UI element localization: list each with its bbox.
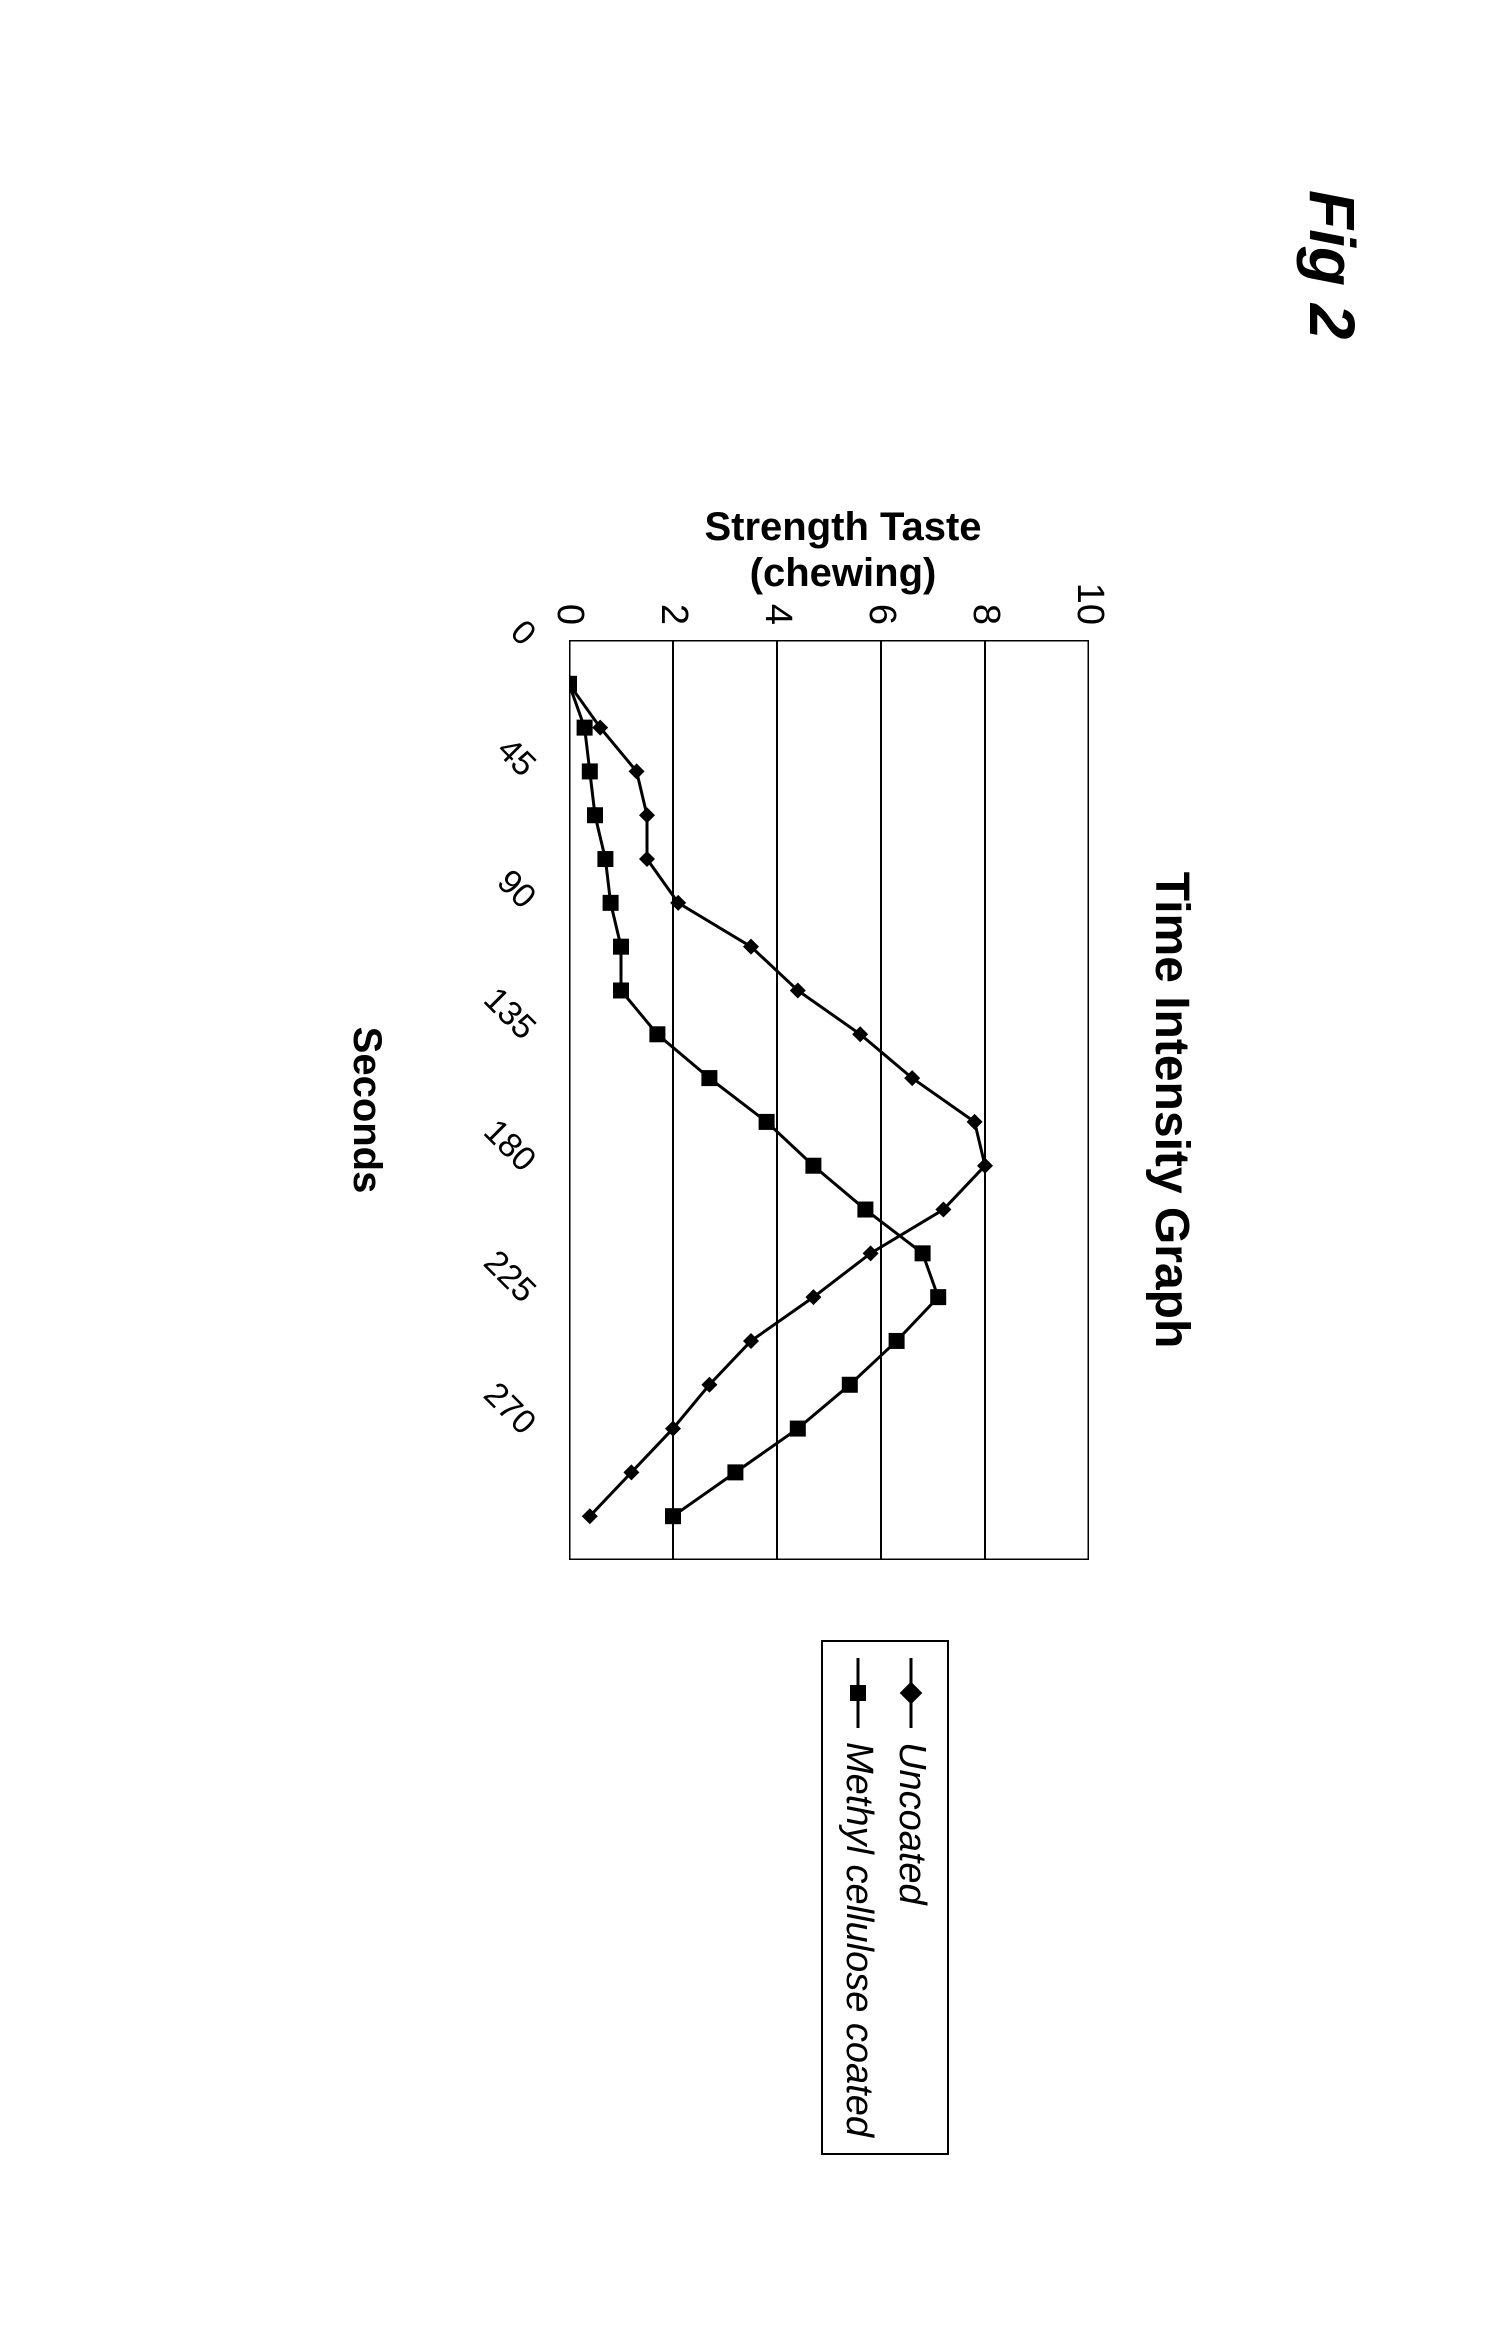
- legend-item-uncoated: Uncoated: [890, 1658, 933, 2137]
- x-tick-label: 270: [445, 1344, 543, 1442]
- x-tick-label: 225: [445, 1213, 543, 1311]
- legend-label: Methyl cellulose coated: [837, 1742, 880, 2137]
- x-tick-label: 90: [445, 818, 543, 916]
- y-tick-label: 10: [1068, 570, 1111, 625]
- legend-sample-square: [847, 1658, 871, 1728]
- figure-stage: Fig 2 Time Intensity Graph Strength Tast…: [0, 0, 1509, 2345]
- chart-plot-area: [569, 640, 1089, 1560]
- chart-svg: [569, 640, 1089, 1560]
- y-tick-label: 4: [756, 570, 799, 625]
- y-tick-label: 0: [548, 570, 591, 625]
- chart-legend: Uncoated Methyl cellulose coated: [821, 1640, 949, 2155]
- x-tick-label: 180: [445, 1081, 543, 1179]
- y-tick-label: 2: [652, 570, 695, 625]
- legend-label: Uncoated: [890, 1742, 933, 1905]
- y-tick-label: 6: [860, 570, 903, 625]
- x-tick-label: 45: [445, 687, 543, 785]
- legend-item-coated: Methyl cellulose coated: [837, 1658, 880, 2137]
- y-tick-label: 8: [964, 570, 1007, 625]
- x-axis-label: Seconds: [344, 990, 389, 1230]
- figure-label: Fig 2: [1295, 190, 1369, 339]
- chart-title: Time Intensity Graph: [1144, 800, 1199, 1420]
- y-axis-label-line1: Strength Taste: [663, 504, 1023, 550]
- x-tick-label: 0: [445, 556, 543, 654]
- x-tick-label: 135: [445, 950, 543, 1048]
- legend-sample-diamond: [900, 1658, 924, 1728]
